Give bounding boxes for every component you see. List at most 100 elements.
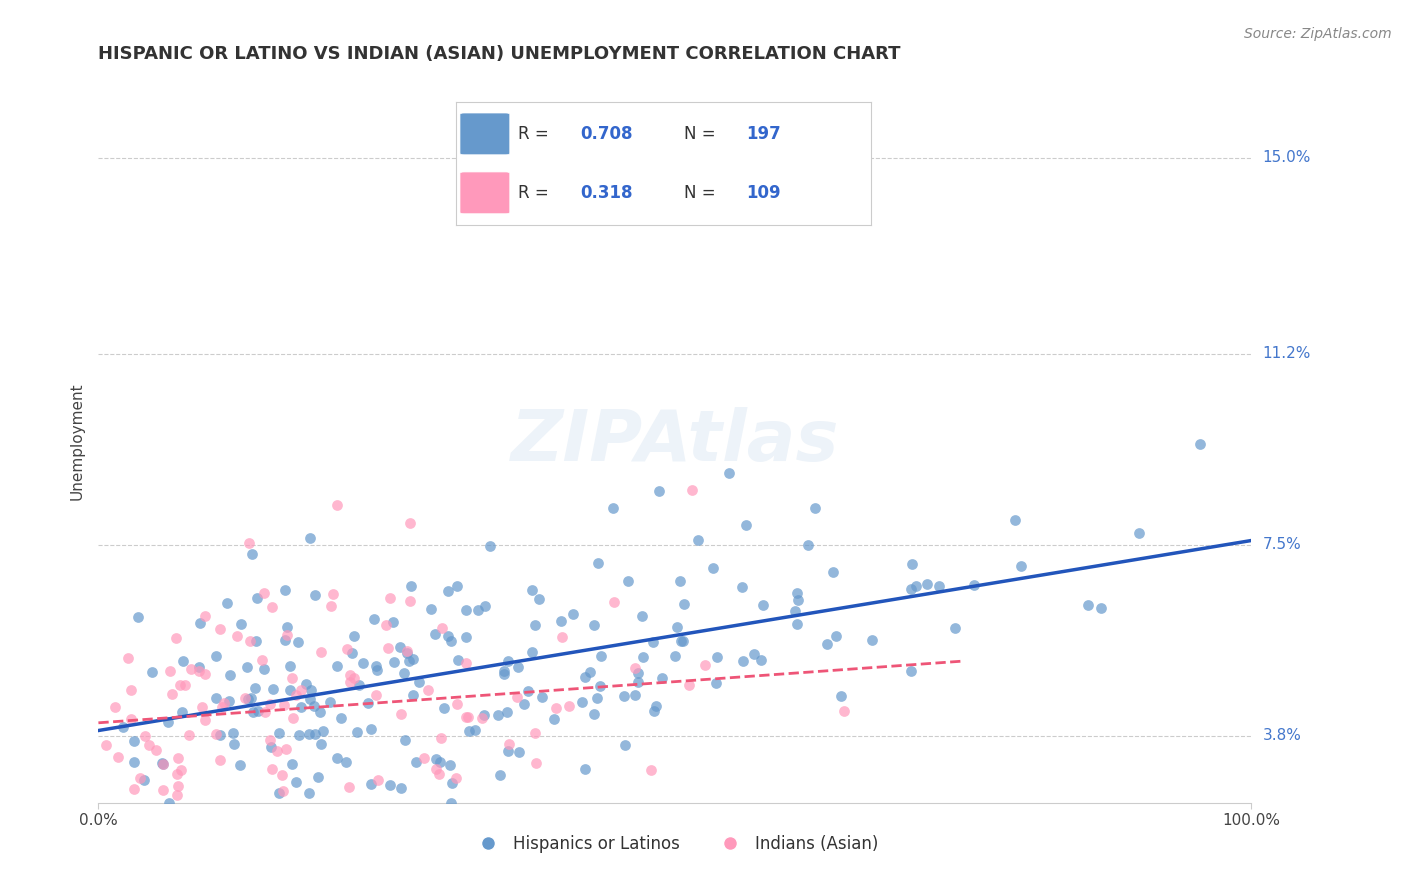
Point	[353, 657, 375, 671]
Point	[267, 726, 290, 740]
Point	[360, 723, 382, 737]
Point	[205, 648, 228, 663]
Point	[274, 632, 297, 647]
Point	[159, 664, 181, 678]
Point	[408, 674, 430, 689]
Point	[179, 728, 201, 742]
Point	[298, 727, 321, 741]
Point	[456, 603, 478, 617]
Point	[188, 664, 211, 678]
Point	[963, 577, 986, 591]
Point	[551, 630, 574, 644]
Point	[405, 822, 427, 836]
Point	[280, 671, 302, 685]
Point	[157, 796, 180, 810]
Point	[246, 591, 269, 606]
Point	[339, 674, 361, 689]
Point	[571, 695, 593, 709]
Point	[425, 752, 447, 766]
Point	[276, 741, 298, 756]
Point	[366, 664, 388, 678]
Point	[298, 786, 321, 800]
Point	[928, 579, 950, 593]
Point	[167, 751, 190, 765]
Point	[166, 767, 188, 781]
Point	[613, 689, 636, 703]
Point	[311, 737, 333, 751]
Point	[127, 610, 149, 624]
Point	[165, 631, 187, 645]
Point	[194, 667, 217, 681]
Point	[343, 629, 366, 643]
Point	[522, 583, 544, 598]
Point	[112, 719, 135, 733]
Point	[311, 645, 333, 659]
Point	[299, 682, 322, 697]
Point	[188, 615, 211, 630]
Point	[285, 775, 308, 789]
Point	[271, 784, 294, 798]
Point	[583, 706, 606, 721]
Point	[524, 617, 547, 632]
Point	[273, 698, 295, 712]
Point	[160, 687, 183, 701]
Point	[830, 822, 852, 836]
Point	[626, 666, 648, 681]
Point	[122, 822, 145, 836]
Point	[824, 629, 846, 643]
Point	[531, 690, 554, 704]
Point	[172, 654, 194, 668]
Text: 15.0%: 15.0%	[1263, 150, 1310, 165]
Point	[335, 755, 357, 769]
Point	[104, 700, 127, 714]
Point	[205, 727, 228, 741]
Point	[402, 688, 425, 702]
Point	[524, 756, 547, 770]
Point	[389, 640, 412, 655]
Point	[479, 540, 502, 554]
Point	[107, 750, 129, 764]
Point	[467, 603, 489, 617]
Point	[803, 501, 825, 516]
Point	[321, 599, 343, 613]
Point	[166, 779, 188, 793]
Point	[901, 558, 924, 572]
Point	[211, 700, 233, 714]
Point	[304, 588, 326, 602]
Point	[156, 715, 179, 730]
Point	[209, 728, 232, 742]
Point	[290, 683, 312, 698]
Point	[832, 705, 855, 719]
Point	[295, 677, 318, 691]
Point	[170, 763, 193, 777]
Point	[458, 724, 481, 739]
Point	[1090, 600, 1112, 615]
Point	[672, 597, 695, 611]
Point	[145, 742, 167, 756]
Point	[260, 739, 283, 754]
Point	[377, 640, 399, 655]
Point	[398, 654, 420, 668]
Point	[457, 710, 479, 724]
Point	[419, 602, 441, 616]
Point	[643, 635, 665, 649]
Point	[245, 634, 267, 648]
Point	[519, 813, 541, 827]
Point	[236, 660, 259, 674]
Point	[751, 653, 773, 667]
Point	[643, 704, 665, 718]
Point	[681, 483, 703, 497]
Point	[733, 654, 755, 668]
Point	[718, 466, 741, 480]
Point	[787, 592, 810, 607]
Point	[364, 659, 387, 673]
Point	[122, 756, 145, 770]
Point	[527, 592, 550, 607]
Point	[218, 694, 240, 708]
Point	[152, 757, 174, 772]
Point	[523, 726, 546, 740]
Point	[454, 631, 477, 645]
Point	[429, 731, 451, 745]
Point	[120, 683, 142, 698]
Point	[243, 681, 266, 696]
